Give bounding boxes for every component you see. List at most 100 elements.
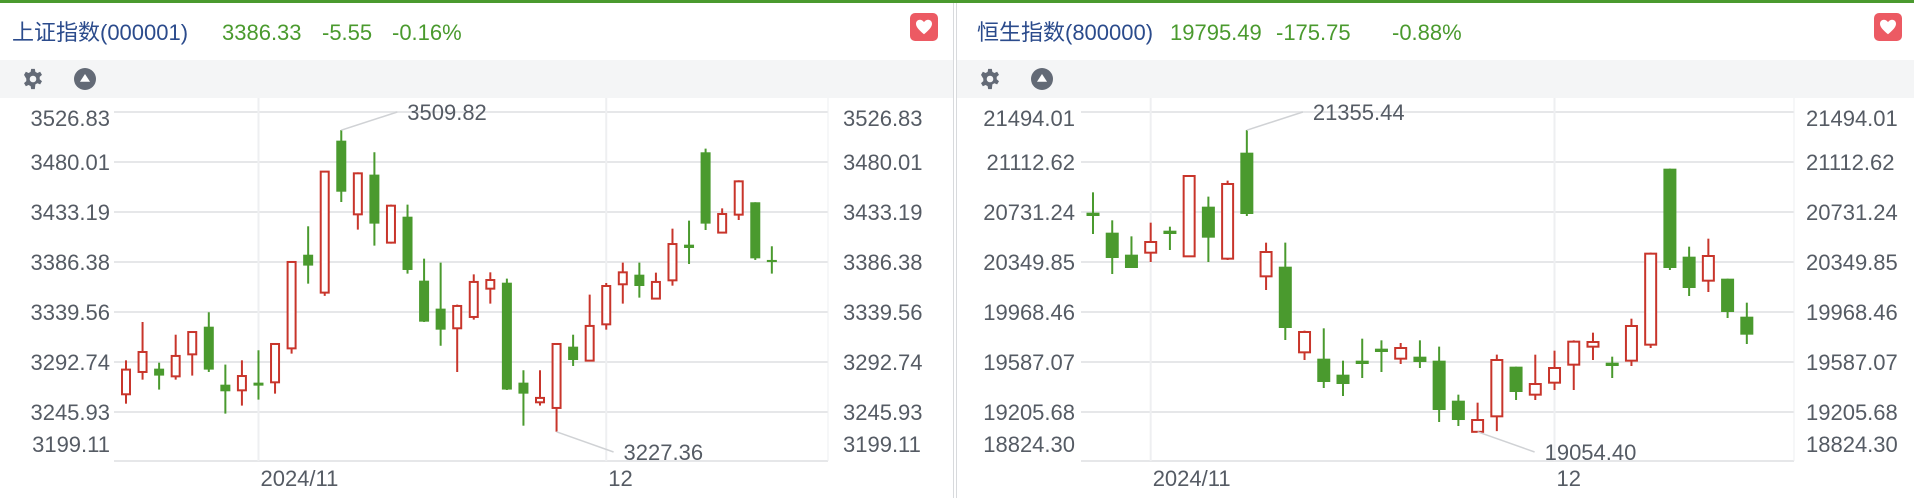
heart-icon xyxy=(916,19,932,35)
candle-body-down xyxy=(501,282,512,390)
candle-body-up xyxy=(551,342,562,409)
favorite-heart-button[interactable] xyxy=(910,13,938,41)
y-axis-label-left: 19205.68 xyxy=(983,400,1075,425)
y-axis-label-left: 20349.85 xyxy=(983,250,1075,275)
index-name[interactable]: 上证指数(000001) xyxy=(12,20,189,45)
favorite-heart-button[interactable] xyxy=(1874,13,1902,41)
y-axis-label-left: 18824.30 xyxy=(983,432,1075,457)
y-axis-label-right: 21112.62 xyxy=(1806,150,1895,175)
collapse-up-icon[interactable] xyxy=(1031,68,1053,90)
candle-body-down xyxy=(1355,360,1369,365)
x-axis-label: 12 xyxy=(1557,466,1581,491)
candle-body-up xyxy=(286,260,297,350)
y-axis-label-right: 3526.83 xyxy=(843,106,923,131)
candle-body-up xyxy=(1259,251,1273,278)
candle-body-down xyxy=(1413,356,1427,362)
index-name[interactable]: 恒生指数(800000) xyxy=(977,20,1154,45)
candle-body-up xyxy=(1548,366,1562,384)
index-change: -175.75 xyxy=(1276,20,1351,45)
candle-body-down xyxy=(1605,362,1619,367)
candle-body-up xyxy=(1528,383,1542,396)
candle-body-up xyxy=(121,368,131,396)
candle-body-down xyxy=(1374,348,1388,353)
y-axis-label-left: 19968.46 xyxy=(983,300,1075,325)
candle-body-up xyxy=(1471,419,1485,433)
candle-body-up xyxy=(733,180,744,216)
low-annotation-line xyxy=(556,431,614,453)
y-axis-label-left: 3339.56 xyxy=(30,300,110,325)
candlestick-chart[interactable]: 21494.01 21494.01 21112.62 21112.62 20731.24… xyxy=(957,0,1914,498)
candlestick-chart[interactable]: 3526.83 3526.83 3480.01 3480.01 3433.19 3433.… xyxy=(0,0,954,498)
candle-body-up xyxy=(137,350,148,373)
candle-body-down xyxy=(1721,278,1735,313)
candle-body-up xyxy=(236,375,247,392)
index-price: 19795.49 xyxy=(1170,20,1262,45)
y-axis-label-right: 20349.85 xyxy=(1806,250,1898,275)
candle-body-down xyxy=(766,259,777,263)
y-axis-label-right: 3386.38 xyxy=(843,250,923,275)
candle-body-up xyxy=(468,280,479,318)
index-price: 3386.33 xyxy=(222,20,302,45)
candle-body-up xyxy=(1644,252,1658,346)
candle-body-down xyxy=(1740,316,1754,335)
candle-body-down xyxy=(1278,266,1292,329)
candle-body-down xyxy=(203,326,214,370)
candle-body-up xyxy=(170,354,181,378)
candle-body-up xyxy=(667,243,678,282)
panel-header: 上证指数(000001) 3386.33 -5.55 -0.16% xyxy=(12,15,462,51)
candle-body-down xyxy=(435,308,446,330)
gear-icon[interactable] xyxy=(22,68,44,90)
candle-body-down xyxy=(518,382,529,394)
candle-body-down xyxy=(154,368,165,376)
x-axis-label: 2024/11 xyxy=(260,466,338,491)
candle-body-down xyxy=(369,174,380,224)
y-axis-label-right: 3292.74 xyxy=(843,350,923,375)
heart-icon xyxy=(1880,19,1896,35)
index-change-percent: -0.88% xyxy=(1392,20,1462,45)
candle-body-down xyxy=(1509,366,1523,393)
candle-body-down xyxy=(1336,374,1350,385)
candle-body-down xyxy=(1663,168,1677,268)
candle-body-down xyxy=(220,384,231,392)
candle-body-down xyxy=(634,274,645,286)
candle-body-down xyxy=(419,280,430,322)
high-annotation-label: 3509.82 xyxy=(407,100,487,125)
low-annotation-line xyxy=(1477,431,1535,453)
x-axis-label: 2024/11 xyxy=(1153,466,1231,491)
y-axis-label-left: 3480.01 xyxy=(30,150,110,175)
y-axis-label-left: 3526.83 xyxy=(30,106,110,131)
x-axis-label: 12 xyxy=(608,466,632,491)
y-axis-label-right: 3480.01 xyxy=(843,150,923,175)
gear-icon[interactable] xyxy=(979,68,1001,90)
candle-body-down xyxy=(1317,358,1331,383)
candle-body-down xyxy=(1451,400,1465,421)
y-axis-label-left: 21112.62 xyxy=(987,150,1076,175)
candle-body-down xyxy=(402,216,413,270)
accent-top-border xyxy=(0,0,1914,3)
y-axis-label-left: 20731.24 xyxy=(983,200,1075,225)
y-axis-label-left: 3292.74 xyxy=(30,350,110,375)
y-axis-label-left: 19587.07 xyxy=(983,350,1075,375)
candle-body-down xyxy=(1105,232,1119,259)
chart-toolbar xyxy=(957,60,1914,98)
candle-body-up xyxy=(385,204,396,244)
y-axis-label-right: 19968.46 xyxy=(1806,300,1898,325)
candle-body-down xyxy=(1432,360,1446,411)
candle-body-down xyxy=(253,382,264,386)
low-annotation-label: 19054.40 xyxy=(1545,440,1637,465)
y-axis-label-left: 3386.38 xyxy=(30,250,110,275)
candle-body-up xyxy=(1701,255,1715,282)
panel-header: 恒生指数(800000) 19795.49 -175.75 -0.88% xyxy=(977,15,1462,51)
candle-body-down xyxy=(684,244,695,248)
candle-body-up xyxy=(319,170,330,294)
candle-body-up xyxy=(485,279,496,290)
index-change: -5.55 xyxy=(322,20,373,45)
index-change-percent: -0.16% xyxy=(392,20,462,45)
index-panel-hangseng: 恒生指数(800000) 19795.49 -175.75 -0.88% 214… xyxy=(956,3,1914,498)
collapse-up-icon[interactable] xyxy=(74,68,96,90)
candle-body-up xyxy=(270,342,281,384)
candle-body-down xyxy=(568,346,579,361)
y-axis-label-left: 21494.01 xyxy=(983,106,1075,131)
candle-body-up xyxy=(1298,330,1312,354)
candle-body-up xyxy=(1394,347,1408,360)
